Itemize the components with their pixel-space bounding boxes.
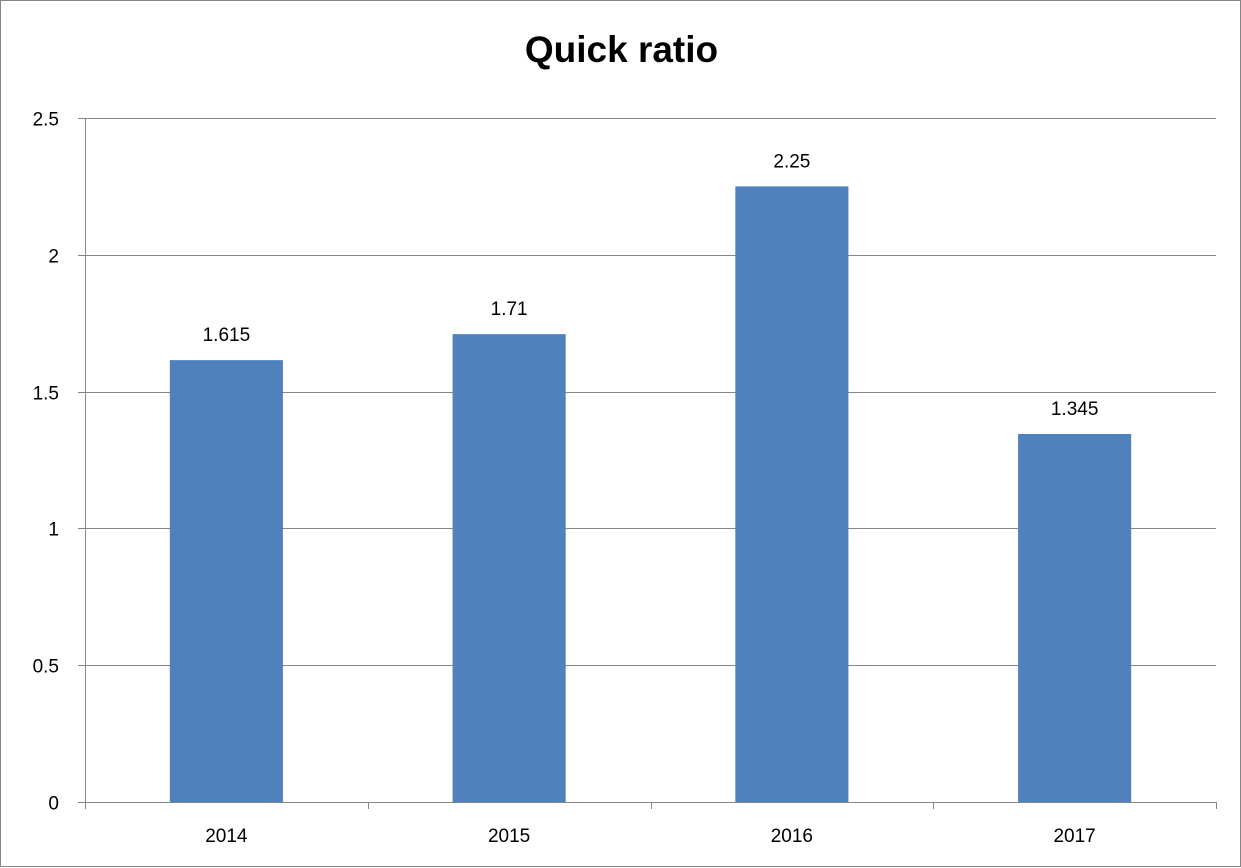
bar-2015 <box>452 334 566 802</box>
y-tick-label: 0.5 <box>33 657 59 678</box>
y-tick-label: 1.5 <box>33 384 59 405</box>
chart-title: Quick ratio <box>524 29 719 70</box>
bars <box>169 186 1132 802</box>
data-label: 2.25 <box>773 151 810 172</box>
y-tick-label: 1 <box>48 520 59 541</box>
data-label: 1.71 <box>491 299 528 320</box>
y-tick-label: 2.5 <box>33 110 59 131</box>
data-label: 1.615 <box>203 325 251 346</box>
y-tick-label: 0 <box>48 794 59 815</box>
bar-2014 <box>169 360 283 802</box>
data-label: 1.345 <box>1051 399 1099 420</box>
x-tick-label: 2016 <box>771 826 813 847</box>
axes <box>78 118 1217 809</box>
x-tick-label: 2017 <box>1053 826 1095 847</box>
x-tick-label: 2014 <box>205 826 248 847</box>
bar-2017 <box>1018 434 1132 802</box>
labels: 0 0.5 1 1.5 2 2.5 1.615 2014 1.71 2015 2.25 2016 1.3… <box>33 110 1099 848</box>
x-tick-label: 2015 <box>488 826 530 847</box>
y-tick-label: 2 <box>48 247 59 268</box>
bar-2016 <box>735 186 849 802</box>
